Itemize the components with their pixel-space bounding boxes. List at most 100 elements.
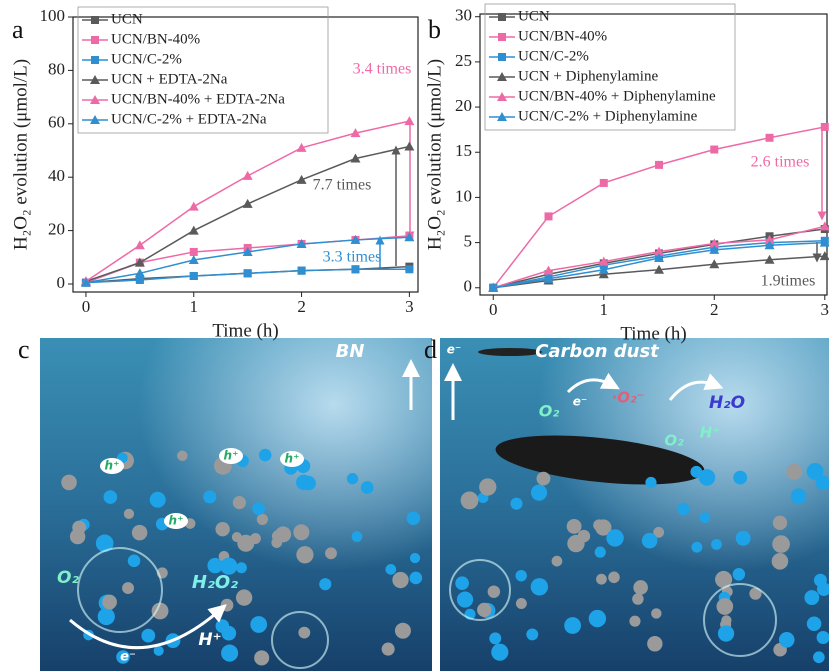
y-tick-label: 5 [464, 232, 473, 251]
y-tick-label: 80 [48, 59, 65, 78]
atom [237, 535, 254, 552]
atom [552, 556, 563, 567]
marker [821, 123, 829, 131]
atom [461, 491, 479, 509]
illustration-label: e⁻ [120, 650, 136, 665]
atom [608, 572, 620, 584]
atom [104, 490, 118, 504]
legend-marker [498, 33, 506, 41]
marker [600, 179, 608, 187]
legend-marker [498, 53, 506, 61]
illustration-label: h⁺ [224, 449, 239, 463]
atom [479, 478, 496, 495]
illustration-label: H⁺ [198, 630, 221, 650]
atom [252, 502, 265, 515]
atom [593, 519, 605, 531]
illustration-label: h⁺ [105, 459, 120, 473]
legend-label: UCN/BN-40% + EDTA-2Na [111, 91, 285, 107]
y-tick-label: 20 [48, 219, 65, 238]
y-tick-label: 40 [48, 166, 65, 185]
atom [382, 643, 395, 656]
marker [545, 212, 553, 220]
legend-label: UCN + Diphenylamine [518, 68, 658, 84]
legend-label: UCN/C-2% + Diphenylamine [518, 108, 698, 124]
atom [221, 645, 238, 662]
atom [128, 555, 141, 568]
figure: 0204060801000123Time (h)H₂O₂ evolution (… [0, 0, 829, 671]
annotation: 3.3 times [323, 249, 382, 266]
y-tick-label: 0 [464, 277, 473, 296]
atom [392, 572, 408, 588]
marker [297, 175, 307, 184]
atom [632, 593, 643, 604]
y-tick-label: 100 [40, 6, 66, 25]
x-tick-label: 3 [821, 300, 829, 319]
atom [606, 529, 623, 546]
y-tick-label: 30 [455, 6, 472, 25]
atom [221, 599, 234, 612]
atom [257, 514, 268, 525]
y-tick-label: 0 [57, 273, 66, 292]
y-tick-label: 10 [455, 186, 472, 205]
illustration-label: O₂ [539, 402, 560, 421]
illustration-label: H₂O [709, 393, 745, 413]
atom [733, 568, 745, 580]
annotation: 2.6 times [751, 154, 810, 171]
legend-label: UCN [111, 11, 143, 27]
atom [677, 503, 689, 515]
atom [716, 598, 733, 615]
y-tick-label: 60 [48, 113, 65, 132]
marker [404, 116, 414, 125]
atom [489, 632, 501, 644]
atom [537, 472, 551, 486]
atom [352, 531, 363, 542]
panel-label: a [12, 15, 24, 44]
marker [655, 161, 663, 169]
atom [407, 511, 421, 525]
legend-marker [91, 56, 99, 64]
atom [150, 492, 166, 508]
panel-label: b [428, 15, 441, 44]
marker [190, 248, 198, 256]
atom [578, 530, 590, 542]
atom [564, 617, 581, 634]
atom [250, 616, 267, 633]
x-tick-label: 1 [600, 300, 609, 319]
atom [786, 464, 802, 480]
atom [271, 537, 282, 548]
atom [596, 574, 607, 585]
y-tick-label: 20 [455, 96, 472, 115]
panel-label: d [424, 335, 437, 364]
atom [154, 646, 164, 656]
marker [244, 269, 252, 277]
annotation: 7.7 times [313, 177, 372, 194]
atom [409, 572, 422, 585]
legend-label: UCN/BN-40% [111, 31, 200, 47]
atom [595, 547, 606, 558]
x-axis-label: Time (h) [212, 320, 278, 341]
atom [102, 595, 117, 610]
atom [647, 636, 662, 651]
illustration-label: H₂O₂ [192, 572, 238, 593]
atom [772, 535, 790, 553]
atom [221, 626, 236, 641]
atom [477, 603, 491, 617]
atom [567, 519, 582, 534]
panel-label: c [18, 335, 30, 364]
legend-marker [91, 36, 99, 44]
atom [72, 521, 86, 535]
atom [516, 570, 527, 581]
atom [385, 564, 396, 575]
atom [132, 525, 147, 540]
marker [243, 171, 253, 180]
atom [296, 475, 311, 490]
marker [298, 267, 306, 275]
marker [189, 226, 199, 235]
atom [122, 582, 134, 594]
atom [813, 651, 825, 663]
atom [298, 627, 310, 639]
legend-marker [91, 16, 99, 24]
atom [488, 585, 500, 597]
x-tick-label: 2 [297, 297, 306, 316]
atom [531, 485, 547, 501]
